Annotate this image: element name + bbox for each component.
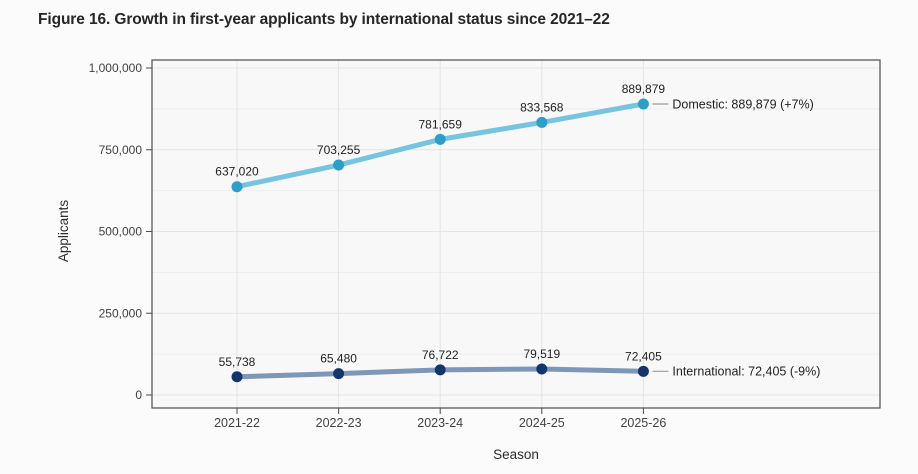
data-label-international: 55,738 <box>219 355 256 369</box>
data-label-international: 76,722 <box>422 348 459 362</box>
y-tick-label: 0 <box>135 388 142 402</box>
data-point-domestic <box>231 181 243 193</box>
x-axis-title: Season <box>493 447 539 462</box>
data-point-domestic <box>333 159 345 171</box>
data-point-domestic <box>536 116 548 128</box>
y-tick-label: 500,000 <box>99 225 143 239</box>
data-label-international: 79,519 <box>523 347 560 361</box>
data-point-international <box>333 368 345 380</box>
x-tick-label: 2023-24 <box>417 416 463 430</box>
plot-panel-border <box>151 59 881 409</box>
data-label-domestic: 781,659 <box>419 117 463 131</box>
data-point-international <box>536 363 548 375</box>
x-tick-label: 2022-23 <box>316 416 362 430</box>
y-tick-label: 250,000 <box>99 306 143 320</box>
plot-panel <box>152 60 880 408</box>
data-label-domestic: 703,255 <box>317 143 361 157</box>
x-tick-label: 2021-22 <box>214 416 260 430</box>
series-annotation-domestic: Domestic: 889,879 (+7%) <box>672 97 813 111</box>
data-point-domestic <box>434 133 446 145</box>
data-label-international: 72,405 <box>625 349 662 363</box>
data-point-international <box>231 371 243 383</box>
y-tick-label: 750,000 <box>99 143 143 157</box>
y-tick-label: 1,000,000 <box>89 61 143 75</box>
x-tick-label: 2025-26 <box>620 416 666 430</box>
data-label-domestic: 889,879 <box>622 82 666 96</box>
x-tick-label: 2024-25 <box>519 416 565 430</box>
y-axis-title: Applicants <box>56 200 71 263</box>
data-label-domestic: 637,020 <box>215 165 259 179</box>
series-annotation-international: International: 72,405 (-9%) <box>672 365 820 379</box>
figure-title: Figure 16. Growth in first-year applican… <box>38 11 610 28</box>
data-label-domestic: 833,568 <box>520 100 564 114</box>
data-label-international: 65,480 <box>320 352 357 366</box>
data-point-international <box>637 365 649 377</box>
data-point-domestic <box>637 98 649 110</box>
data-point-international <box>434 364 446 376</box>
